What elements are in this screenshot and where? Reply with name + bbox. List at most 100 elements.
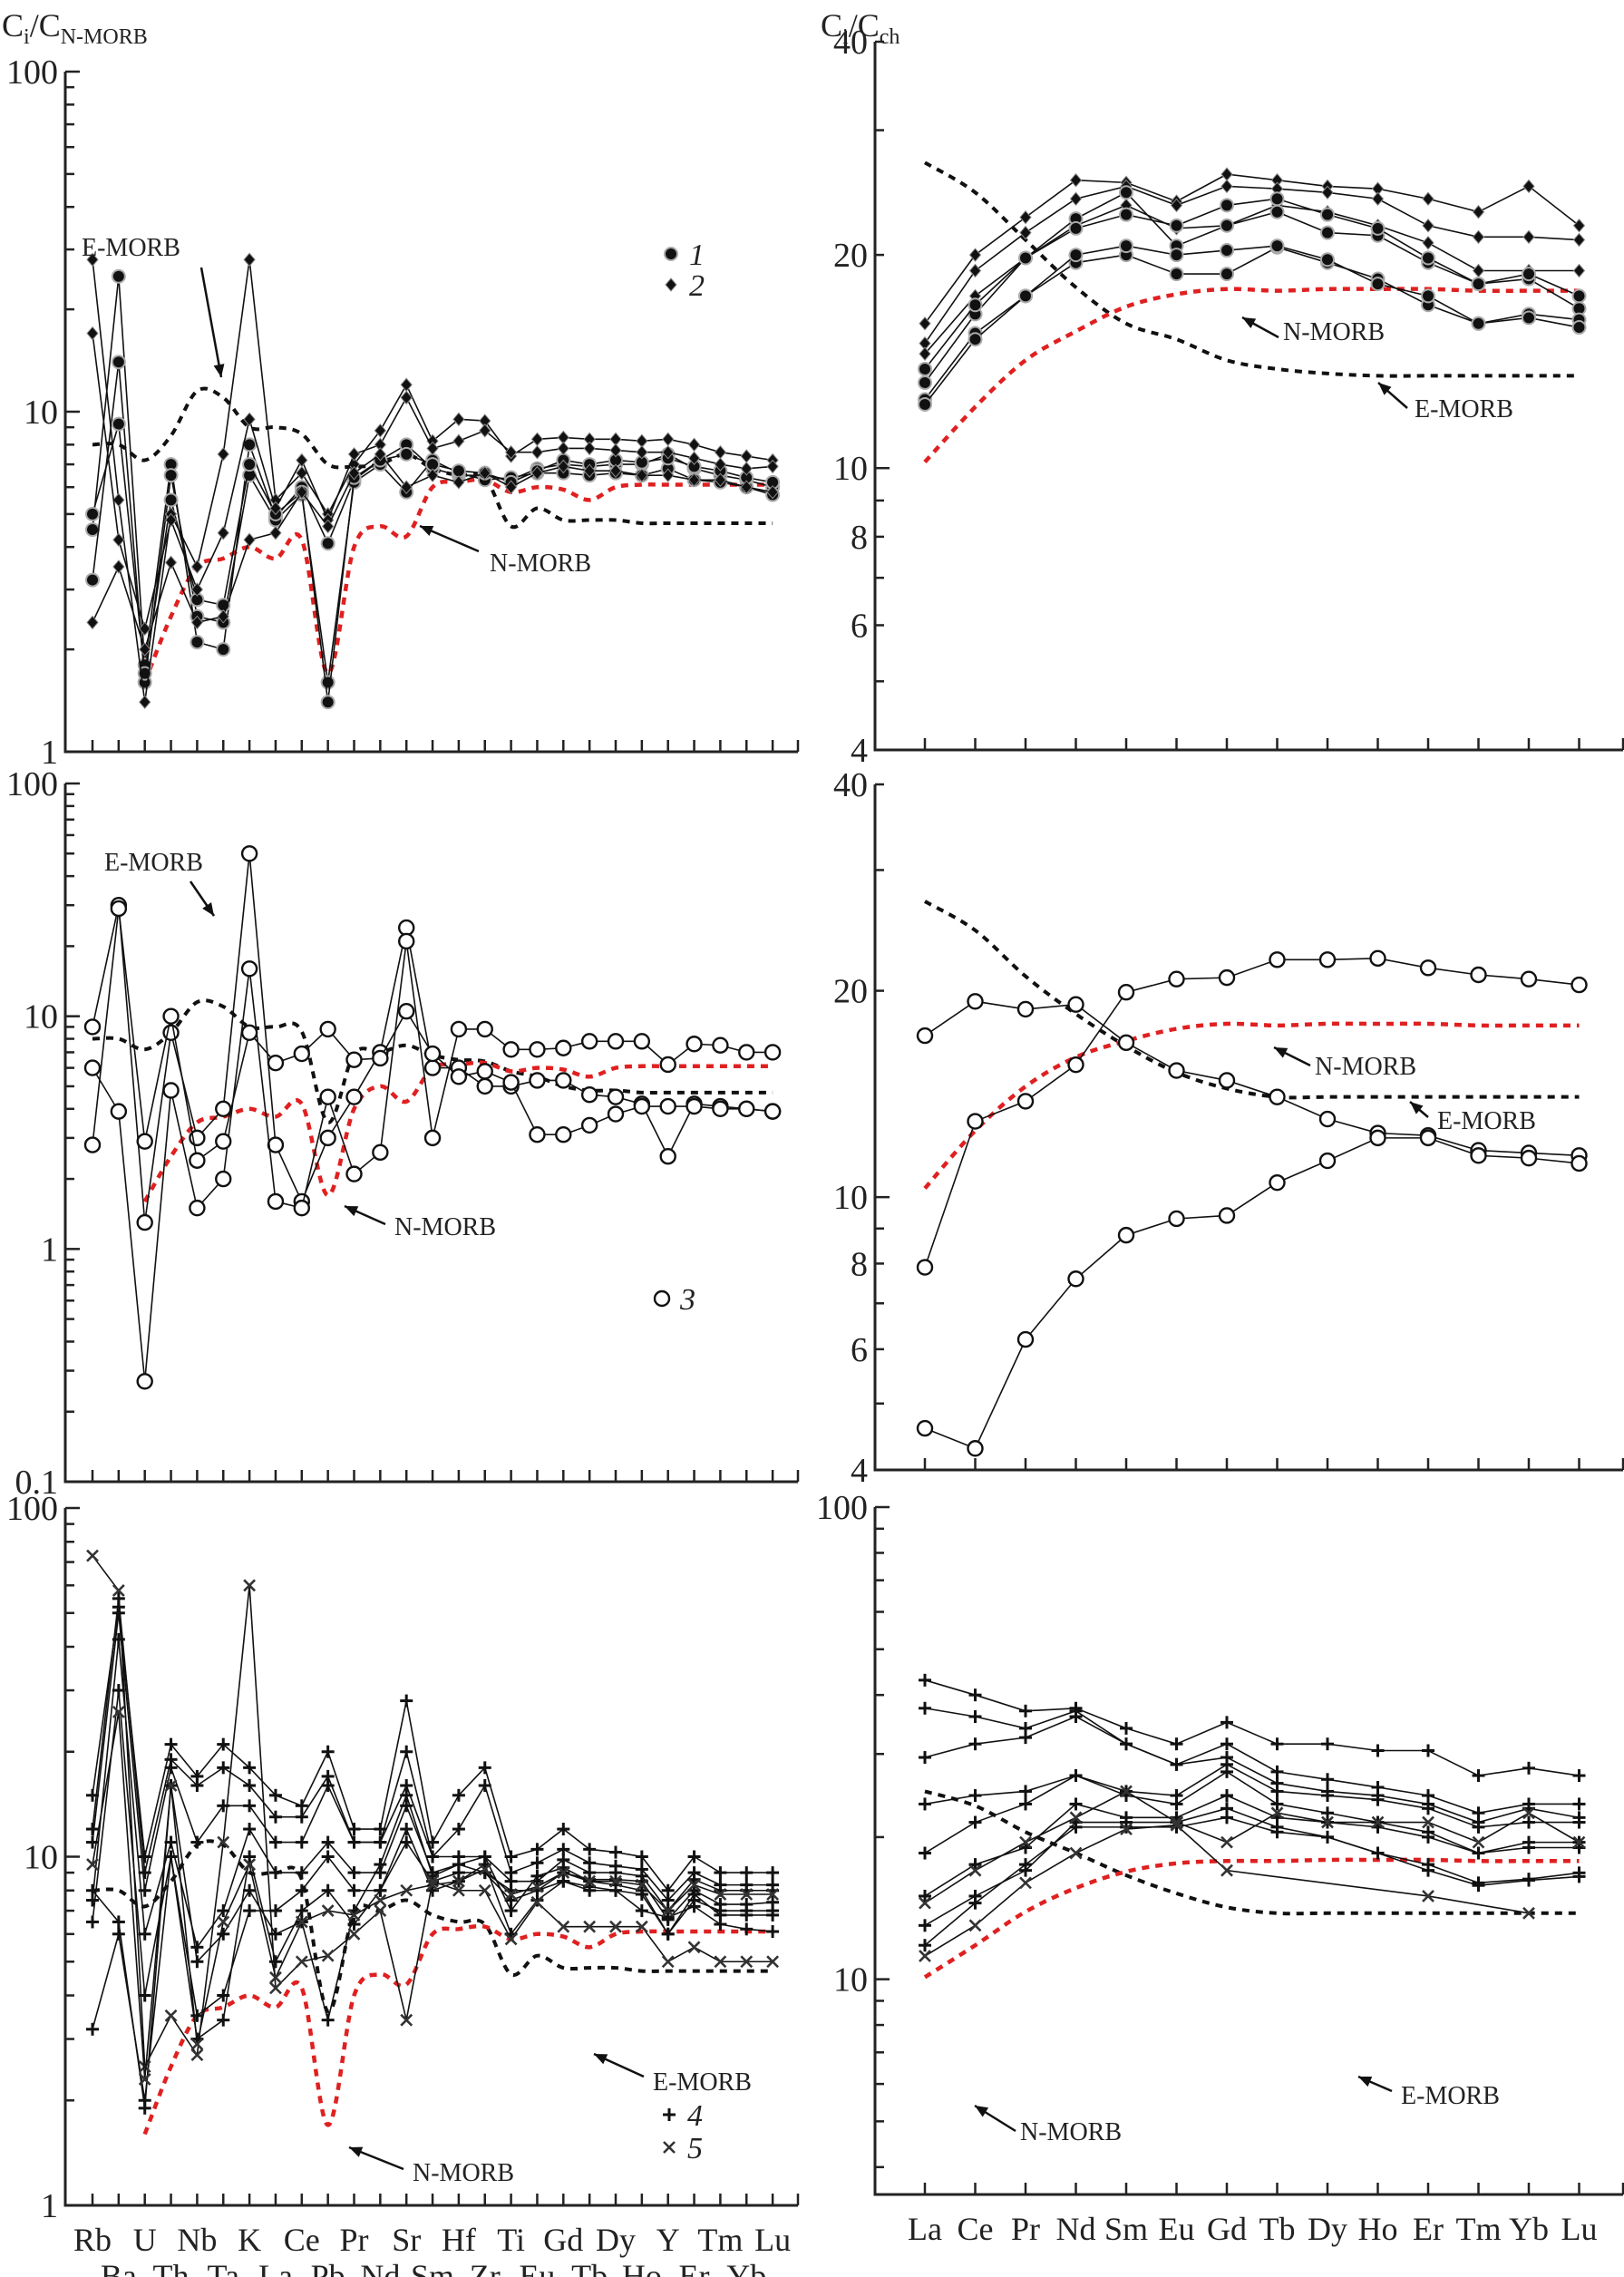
- data-point-plus: [452, 1858, 465, 1872]
- data-point-diamond: [347, 465, 361, 481]
- data-point-open-circle: [529, 1041, 546, 1058]
- data-point-cross: [1371, 1815, 1385, 1829]
- data-point-diamond: [609, 463, 622, 478]
- data-point-plus: [557, 1823, 570, 1836]
- data-point-plus: [1572, 1870, 1586, 1883]
- data-point-diamond: [374, 423, 387, 438]
- x-category-label: Zr: [470, 2258, 501, 2277]
- data-point-open-circle: [1269, 951, 1286, 968]
- data-point-diamond: [139, 642, 151, 657]
- x-category-label: Dy: [1308, 2211, 1347, 2247]
- data-point-plus: [1321, 1830, 1334, 1844]
- data-point-open-circle: [162, 1082, 180, 1099]
- sample-series-5: [919, 1785, 1586, 1910]
- x-category-label: Ti: [497, 2222, 525, 2258]
- data-point-plus: [190, 1779, 204, 1793]
- sample-series-1: [918, 191, 1587, 376]
- arrowhead-icon: [213, 364, 225, 377]
- data-point-plus: [609, 1845, 622, 1859]
- data-point-diamond: [1321, 185, 1334, 200]
- data-point-open-circle: [345, 1051, 363, 1068]
- data-point-plus: [347, 1918, 361, 1932]
- series-line: [924, 185, 1580, 345]
- data-point-open-circle: [1318, 1110, 1337, 1128]
- legend-label: 2: [689, 269, 705, 303]
- data-point-open-circle: [398, 1003, 415, 1020]
- data-point-open-circle: [738, 1044, 755, 1061]
- data-point-plus: [321, 2013, 335, 2027]
- data-point-open-circle: [1571, 1154, 1588, 1173]
- x-category-label: U: [133, 2222, 157, 2258]
- data-point-plus: [635, 1850, 648, 1863]
- data-point-plus: [164, 1737, 178, 1751]
- data-point-open-circle: [1168, 970, 1185, 988]
- data-point-circle: [608, 452, 623, 468]
- data-point-open-circle: [476, 1077, 493, 1095]
- data-point-plus: [478, 1779, 491, 1793]
- sample-series-4: [919, 1701, 1586, 1820]
- data-point-plus: [400, 1823, 413, 1836]
- data-point-open-circle: [423, 1059, 442, 1076]
- data-point-diamond: [1019, 225, 1032, 240]
- data-point-open-circle: [215, 1100, 232, 1118]
- data-point-plus: [190, 1835, 204, 1849]
- data-point-open-circle: [763, 1044, 782, 1061]
- legend-item: 4: [663, 2099, 703, 2133]
- data-point-plus: [1522, 1761, 1535, 1775]
- data-point-plus: [138, 1927, 151, 1941]
- data-point-plus: [374, 1835, 387, 1849]
- y-tick-label: 4: [851, 732, 868, 770]
- data-point-diamond: [530, 465, 544, 481]
- data-point-diamond: [1522, 229, 1535, 245]
- data-point-diamond: [636, 444, 648, 460]
- data-point-plus: [268, 1866, 282, 1880]
- legend-label: 3: [679, 1283, 695, 1317]
- panel-ree-1: 4 6 8 10 20 40 N-MORB E-MORB: [833, 24, 1624, 770]
- annotation-label: N-MORB: [413, 2159, 514, 2187]
- x-category-label: La: [908, 2211, 942, 2247]
- data-point-plus: [919, 1751, 931, 1765]
- data-point-open-circle: [1067, 1056, 1084, 1074]
- data-point-cross: [86, 1858, 99, 1871]
- data-point-diamond: [687, 451, 701, 466]
- data-point-cross: [478, 1863, 491, 1876]
- data-point-circle: [1522, 267, 1536, 282]
- data-point-plus: [1422, 1802, 1434, 1815]
- data-point-open-circle: [967, 1113, 984, 1130]
- data-point-cross: [504, 1888, 518, 1901]
- data-point-plus: [919, 1919, 931, 1932]
- data-point-diamond: [243, 532, 256, 548]
- data-point-plus: [243, 1761, 257, 1775]
- arrowhead-icon: [1242, 317, 1257, 329]
- data-point-cross: [968, 1863, 982, 1877]
- sample-series-4: [919, 1710, 1586, 1829]
- sample-series-2: [919, 167, 1586, 331]
- data-point-cross: [321, 1949, 335, 1962]
- data-point-open-circle: [659, 1056, 676, 1074]
- data-point-circle: [1119, 238, 1133, 254]
- sample-series-5: [919, 1818, 1535, 1962]
- sample-series-2: [919, 179, 1586, 351]
- sample-series-4: [919, 1802, 1586, 1932]
- data-point-plus: [112, 1684, 125, 1698]
- data-point-circle: [163, 468, 179, 483]
- x-category-label: Gd: [1207, 2211, 1247, 2247]
- series-line: [924, 1807, 1580, 1926]
- data-point-circle: [1370, 277, 1386, 292]
- data-point-circle: [1220, 198, 1234, 213]
- data-point-cross: [1019, 1876, 1032, 1890]
- data-point-plus: [243, 1904, 257, 1918]
- data-point-circle: [1571, 320, 1587, 336]
- legend-item: 3: [653, 1283, 695, 1317]
- data-point-cross: [1069, 1811, 1083, 1825]
- arrowhead-icon: [1378, 383, 1392, 395]
- data-point-open-circle: [450, 1068, 468, 1085]
- data-point-plus: [530, 1893, 544, 1907]
- x-category-label: Ce: [284, 2222, 320, 2258]
- y-tick-label: 6: [851, 1331, 868, 1369]
- data-point-plus: [919, 1701, 931, 1715]
- data-point-plus: [919, 1673, 931, 1687]
- data-point-cross: [478, 1883, 491, 1897]
- data-point-cross: [766, 1888, 780, 1901]
- data-point-open-circle: [967, 993, 984, 1010]
